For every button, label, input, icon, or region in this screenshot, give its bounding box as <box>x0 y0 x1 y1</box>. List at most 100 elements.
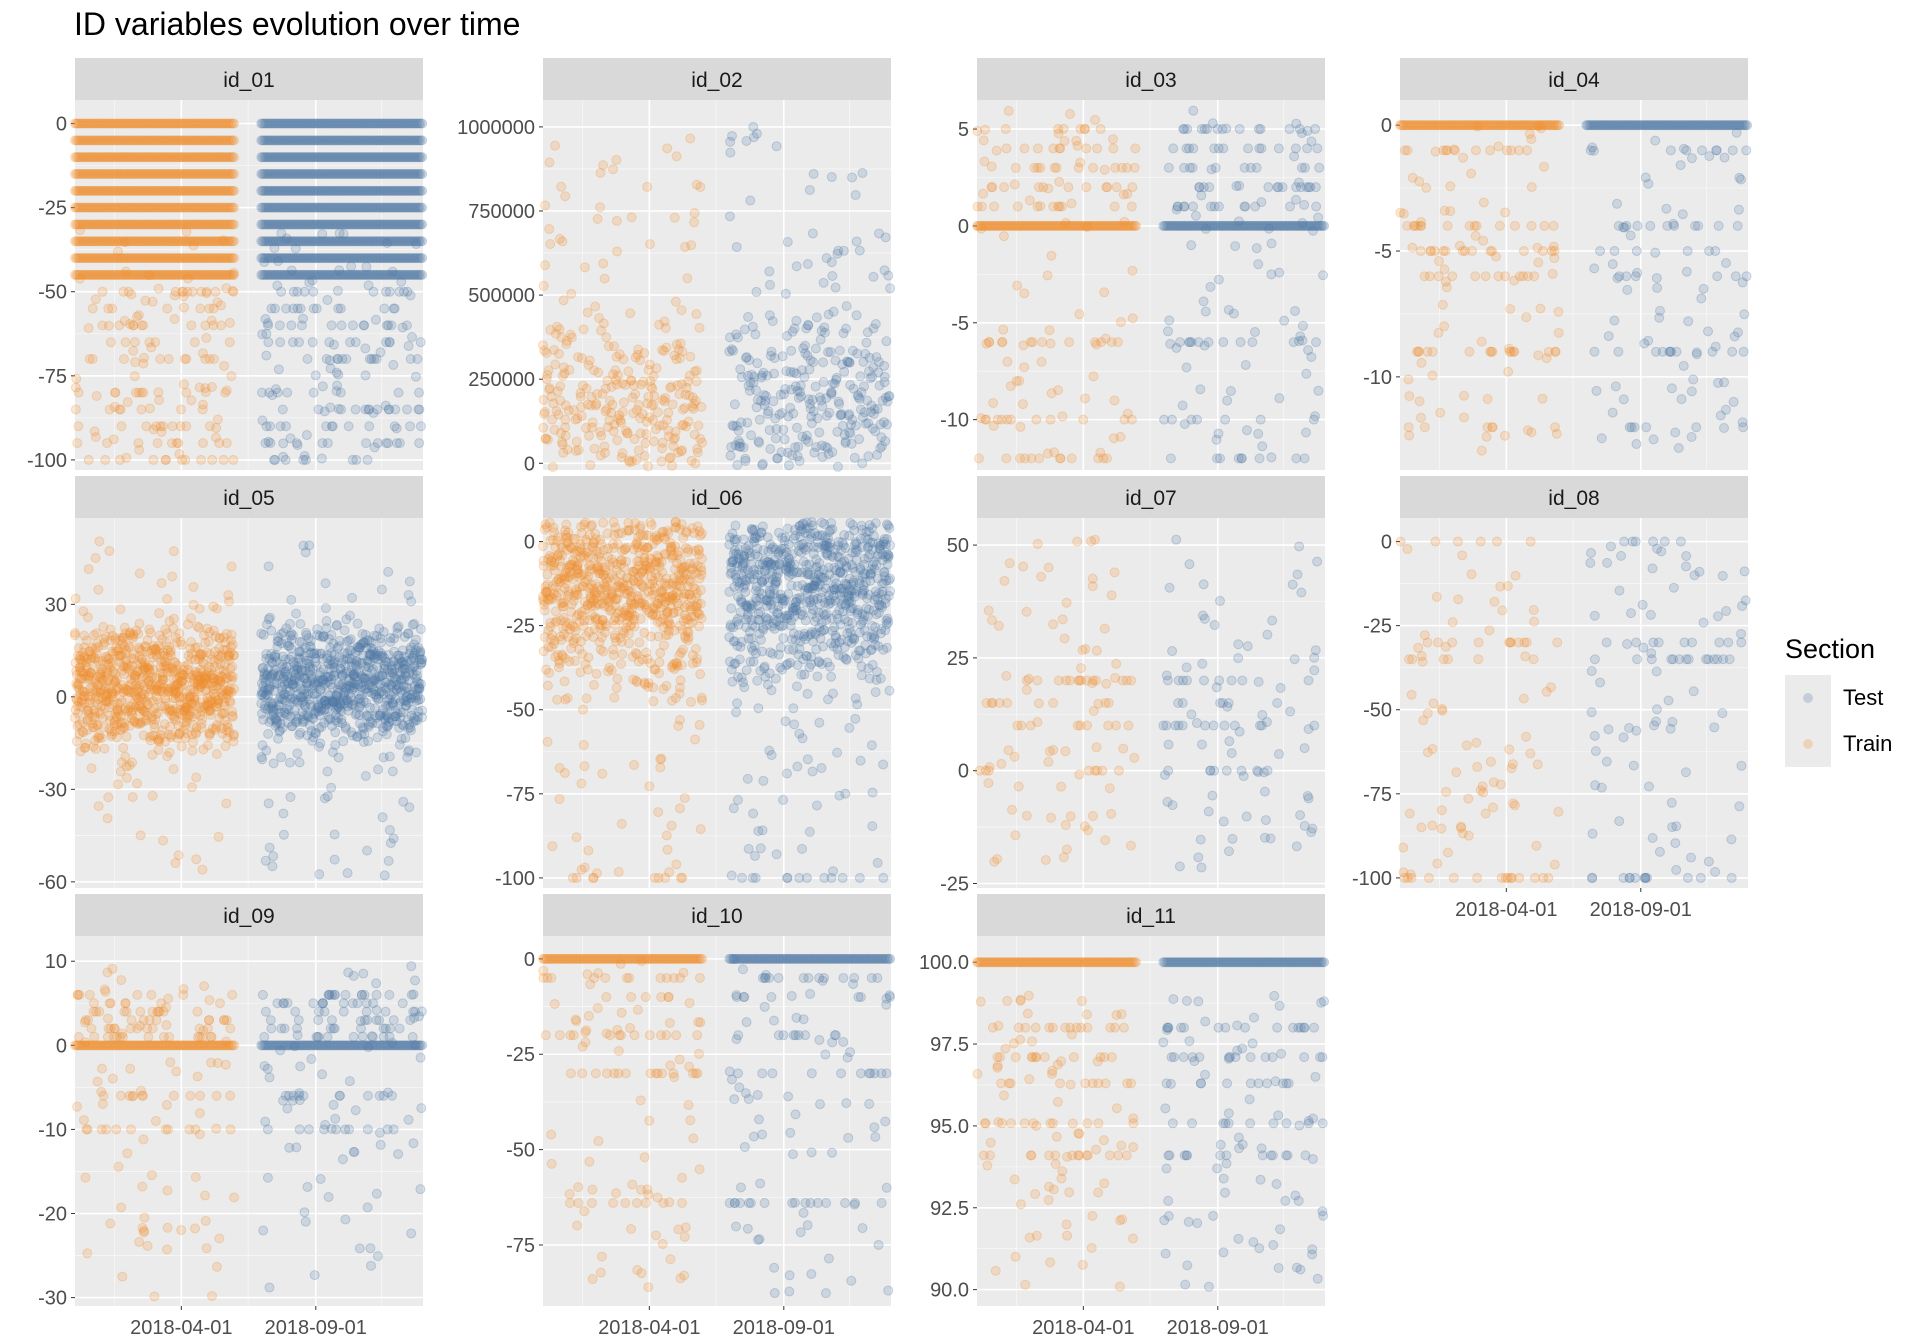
data-point-train <box>1403 422 1414 433</box>
data-point-train <box>1012 280 1023 291</box>
data-point-train <box>183 135 194 146</box>
data-point-train <box>97 135 108 146</box>
data-point-test <box>302 354 313 364</box>
data-point-train <box>538 422 549 433</box>
data-point-train <box>685 133 696 144</box>
data-point-train <box>999 182 1010 193</box>
data-point-train <box>214 118 225 129</box>
data-point-train <box>142 135 153 146</box>
data-point-train <box>99 135 110 146</box>
data-point-train <box>80 135 91 146</box>
data-point-train <box>170 118 181 129</box>
data-point-test <box>1263 182 1274 193</box>
data-point-train <box>226 135 237 146</box>
data-point-train <box>675 338 686 349</box>
data-point-train <box>1079 124 1090 135</box>
data-point-train <box>1117 162 1128 173</box>
data-point-train <box>81 152 92 163</box>
data-point-train <box>96 118 107 129</box>
data-point-test <box>1676 394 1687 405</box>
data-point-train <box>1493 271 1504 282</box>
data-point-train <box>1066 198 1077 209</box>
data-point-train <box>228 454 239 465</box>
data-point-train <box>617 448 628 459</box>
data-point-train <box>1060 217 1071 228</box>
data-point-train <box>151 135 162 146</box>
data-point-test <box>724 211 735 222</box>
data-point-train <box>148 135 159 146</box>
data-point-train <box>166 135 177 146</box>
data-point-train <box>138 352 149 363</box>
data-point-train <box>607 399 618 410</box>
data-point-test <box>764 279 775 290</box>
data-point-test <box>1204 182 1215 193</box>
data-point-test <box>1668 218 1679 229</box>
data-point-train <box>1116 316 1127 327</box>
data-point-test <box>1652 282 1663 293</box>
data-point-train <box>1485 145 1496 156</box>
data-point-train <box>150 152 161 163</box>
data-point-train <box>186 395 197 406</box>
data-point-test <box>417 269 428 280</box>
data-point-train <box>82 715 93 726</box>
data-point-test <box>778 424 789 435</box>
data-point-test <box>783 460 794 471</box>
data-point-train <box>120 337 131 348</box>
data-point-test <box>1171 342 1182 353</box>
data-point-train <box>166 152 177 163</box>
data-point-test <box>333 403 344 414</box>
data-point-train <box>219 360 230 371</box>
data-point-train <box>155 354 166 364</box>
data-point-test <box>1251 162 1262 173</box>
data-point-train <box>221 135 232 146</box>
data-point-train <box>99 743 110 754</box>
data-point-train <box>691 376 702 387</box>
data-point-train <box>206 315 217 326</box>
data-point-test <box>316 453 327 464</box>
panel-background <box>977 100 1325 470</box>
data-point-train <box>91 390 102 401</box>
data-point-train <box>100 454 111 465</box>
data-point-train <box>183 152 194 163</box>
data-point-train <box>221 283 232 294</box>
data-point-test <box>1220 414 1231 425</box>
data-point-test <box>1299 453 1310 464</box>
data-point-train <box>198 152 209 163</box>
data-point-train <box>1054 201 1065 212</box>
data-point-test <box>834 399 845 410</box>
data-point-train <box>682 273 693 284</box>
data-point-train <box>84 169 95 179</box>
data-point-train <box>140 135 151 146</box>
data-point-train <box>1109 395 1120 406</box>
data-point-train <box>205 152 216 163</box>
data-point-train <box>194 135 205 146</box>
data-point-train <box>175 118 186 129</box>
data-point-train <box>566 332 577 343</box>
data-point-train <box>121 152 132 163</box>
data-point-train <box>1095 447 1106 458</box>
data-point-train <box>594 312 605 323</box>
data-point-train <box>641 429 652 440</box>
data-point-train <box>126 118 137 129</box>
data-point-train <box>223 135 234 146</box>
data-point-train <box>74 152 85 163</box>
data-point-train <box>157 152 168 163</box>
data-point-test <box>360 343 371 354</box>
data-point-train <box>229 169 240 179</box>
data-point-train <box>163 135 174 146</box>
data-point-train <box>1439 264 1450 275</box>
data-point-train <box>1466 168 1477 179</box>
data-point-test <box>826 257 837 268</box>
data-point-test <box>1253 124 1264 135</box>
data-point-train <box>1000 124 1011 135</box>
data-point-train <box>191 118 202 129</box>
data-point-test <box>317 381 328 392</box>
data-point-train <box>81 118 92 129</box>
data-point-test <box>383 320 394 331</box>
data-point-train <box>153 152 164 163</box>
data-point-test <box>729 399 740 410</box>
data-point-test <box>375 347 386 358</box>
data-point-train <box>142 118 153 129</box>
data-point-train <box>129 337 140 348</box>
data-point-train <box>671 151 682 162</box>
